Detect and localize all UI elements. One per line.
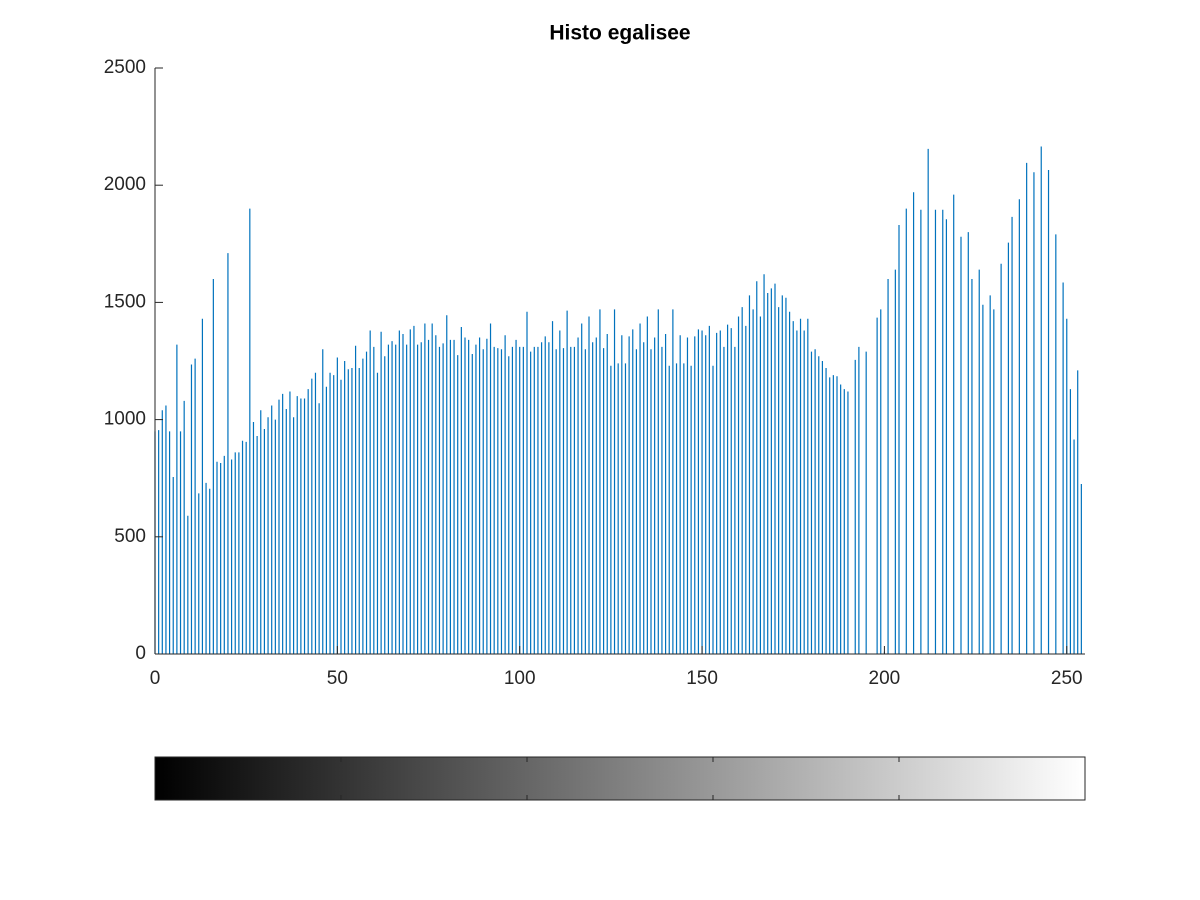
y-tick-label: 1000 [104,409,146,430]
x-tick-label: 250 [1051,668,1083,689]
x-tick-label: 50 [327,668,348,689]
x-tick-label: 100 [504,668,536,689]
y-tick-label: 2000 [104,174,146,195]
colorbar [154,756,1086,801]
y-tick-label: 500 [114,526,146,547]
x-tick-label: 150 [686,668,718,689]
x-tick-label: 200 [869,668,901,689]
y-tick-label: 0 [135,643,146,664]
colorbar-gradient [154,756,1086,801]
x-tick-label: 0 [150,668,161,689]
chart-title: Histo egalisee [549,22,690,45]
y-tick-label: 2500 [104,57,146,78]
colorbar-ticks [154,757,1086,800]
y-tick-label: 1500 [104,291,146,312]
